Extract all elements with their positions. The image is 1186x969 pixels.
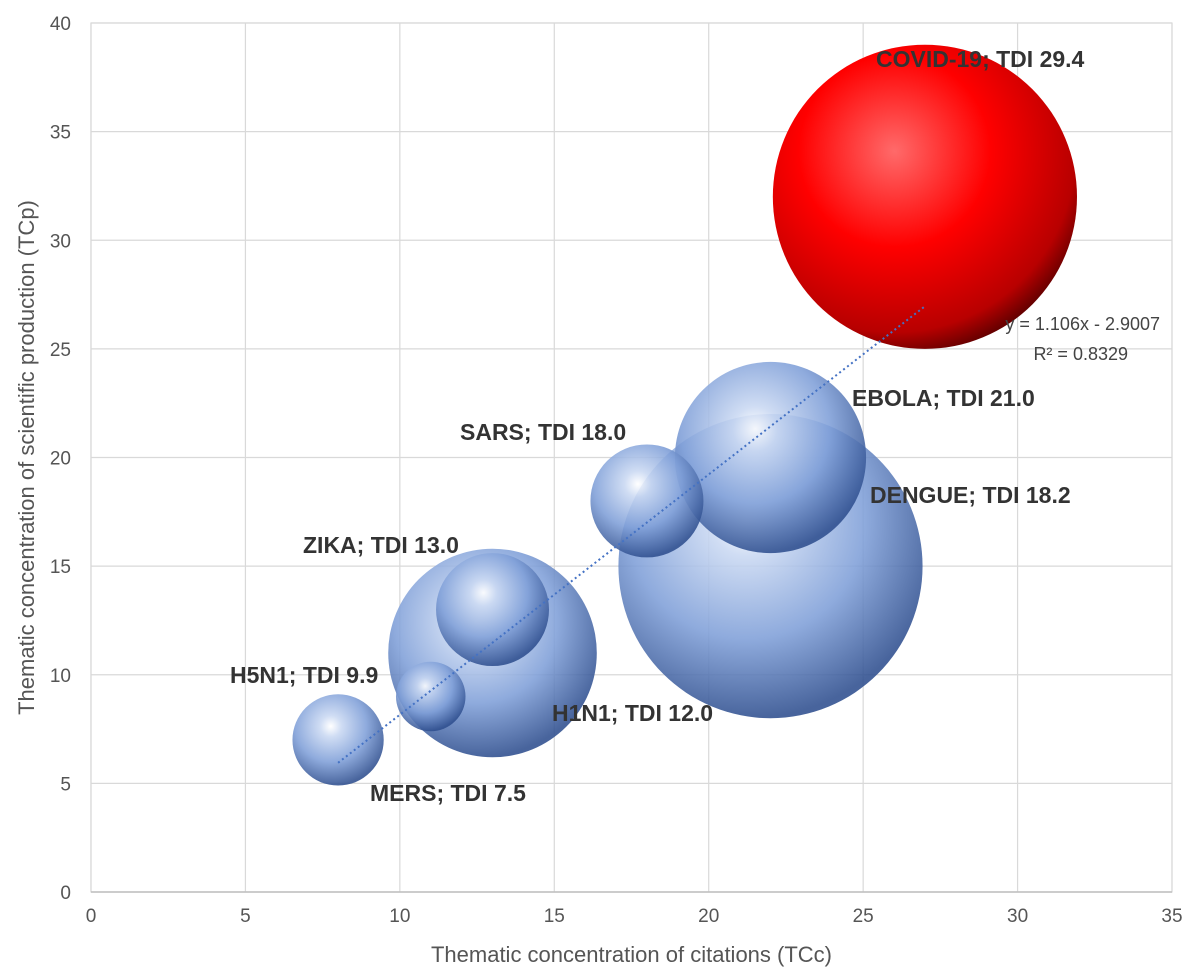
bubble-zika xyxy=(436,553,549,667)
bubble-mers xyxy=(292,694,384,786)
bubble-ebola xyxy=(674,361,867,554)
x-tick-label: 30 xyxy=(1007,906,1028,927)
trendline-equation: y = 1.106x - 2.9007 xyxy=(1005,314,1160,334)
y-tick-label: 20 xyxy=(50,449,71,470)
x-tick-label: 35 xyxy=(1161,906,1182,927)
bubble-label-h1n1: H1N1; TDI 12.0 xyxy=(552,700,713,726)
x-tick-label: 15 xyxy=(544,906,565,927)
y-tick-label: 25 xyxy=(50,340,71,361)
y-tick-label: 10 xyxy=(50,666,71,687)
bubble-label-mers: MERS; TDI 7.5 xyxy=(370,780,526,806)
x-tick-label: 10 xyxy=(389,906,410,927)
y-tick-label: 40 xyxy=(50,14,71,35)
trendline-r-squared: R² = 0.8329 xyxy=(1033,344,1128,364)
bubble-covid-19 xyxy=(772,44,1077,349)
bubble-label-sars: SARS; TDI 18.0 xyxy=(460,419,626,445)
x-tick-label: 20 xyxy=(698,906,719,927)
bubble-label-covid-19: COVID-19; TDI 29.4 xyxy=(876,46,1085,72)
y-tick-label: 35 xyxy=(50,123,71,144)
bubble-labels: MERS; TDI 7.5 H5N1; TDI 9.9 H1N1; TDI 12.0… xyxy=(230,46,1085,806)
trendline xyxy=(337,305,926,764)
trendline-group xyxy=(337,305,926,764)
bubble-label-zika: ZIKA; TDI 13.0 xyxy=(303,532,459,558)
bubble-h5n1 xyxy=(395,661,466,732)
y-tick-label: 15 xyxy=(50,557,71,578)
x-tick-label: 5 xyxy=(240,906,251,927)
bubble-label-ebola: EBOLA; TDI 21.0 xyxy=(852,385,1035,411)
y-tick-label: 5 xyxy=(60,774,71,795)
y-tick-label: 0 xyxy=(60,883,71,904)
y-tick-label: 30 xyxy=(50,231,71,252)
axes: Thematic concentration of citations (TCc… xyxy=(14,200,1160,967)
bubble-label-dengue: DENGUE; TDI 18.2 xyxy=(870,482,1071,508)
bubble-label-h5n1: H5N1; TDI 9.9 xyxy=(230,662,378,688)
bubbles xyxy=(292,44,1077,786)
y-axis-title: Thematic concentration of scientific pro… xyxy=(14,200,39,715)
x-tick-label: 0 xyxy=(86,906,97,927)
x-axis-title: Thematic concentration of citations (TCc… xyxy=(431,942,832,967)
x-tick-label: 25 xyxy=(853,906,874,927)
bubble-sars xyxy=(590,444,704,558)
